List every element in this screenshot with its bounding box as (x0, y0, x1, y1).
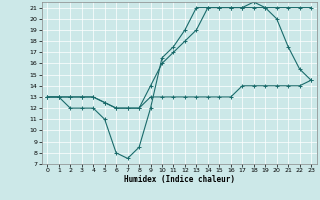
X-axis label: Humidex (Indice chaleur): Humidex (Indice chaleur) (124, 175, 235, 184)
